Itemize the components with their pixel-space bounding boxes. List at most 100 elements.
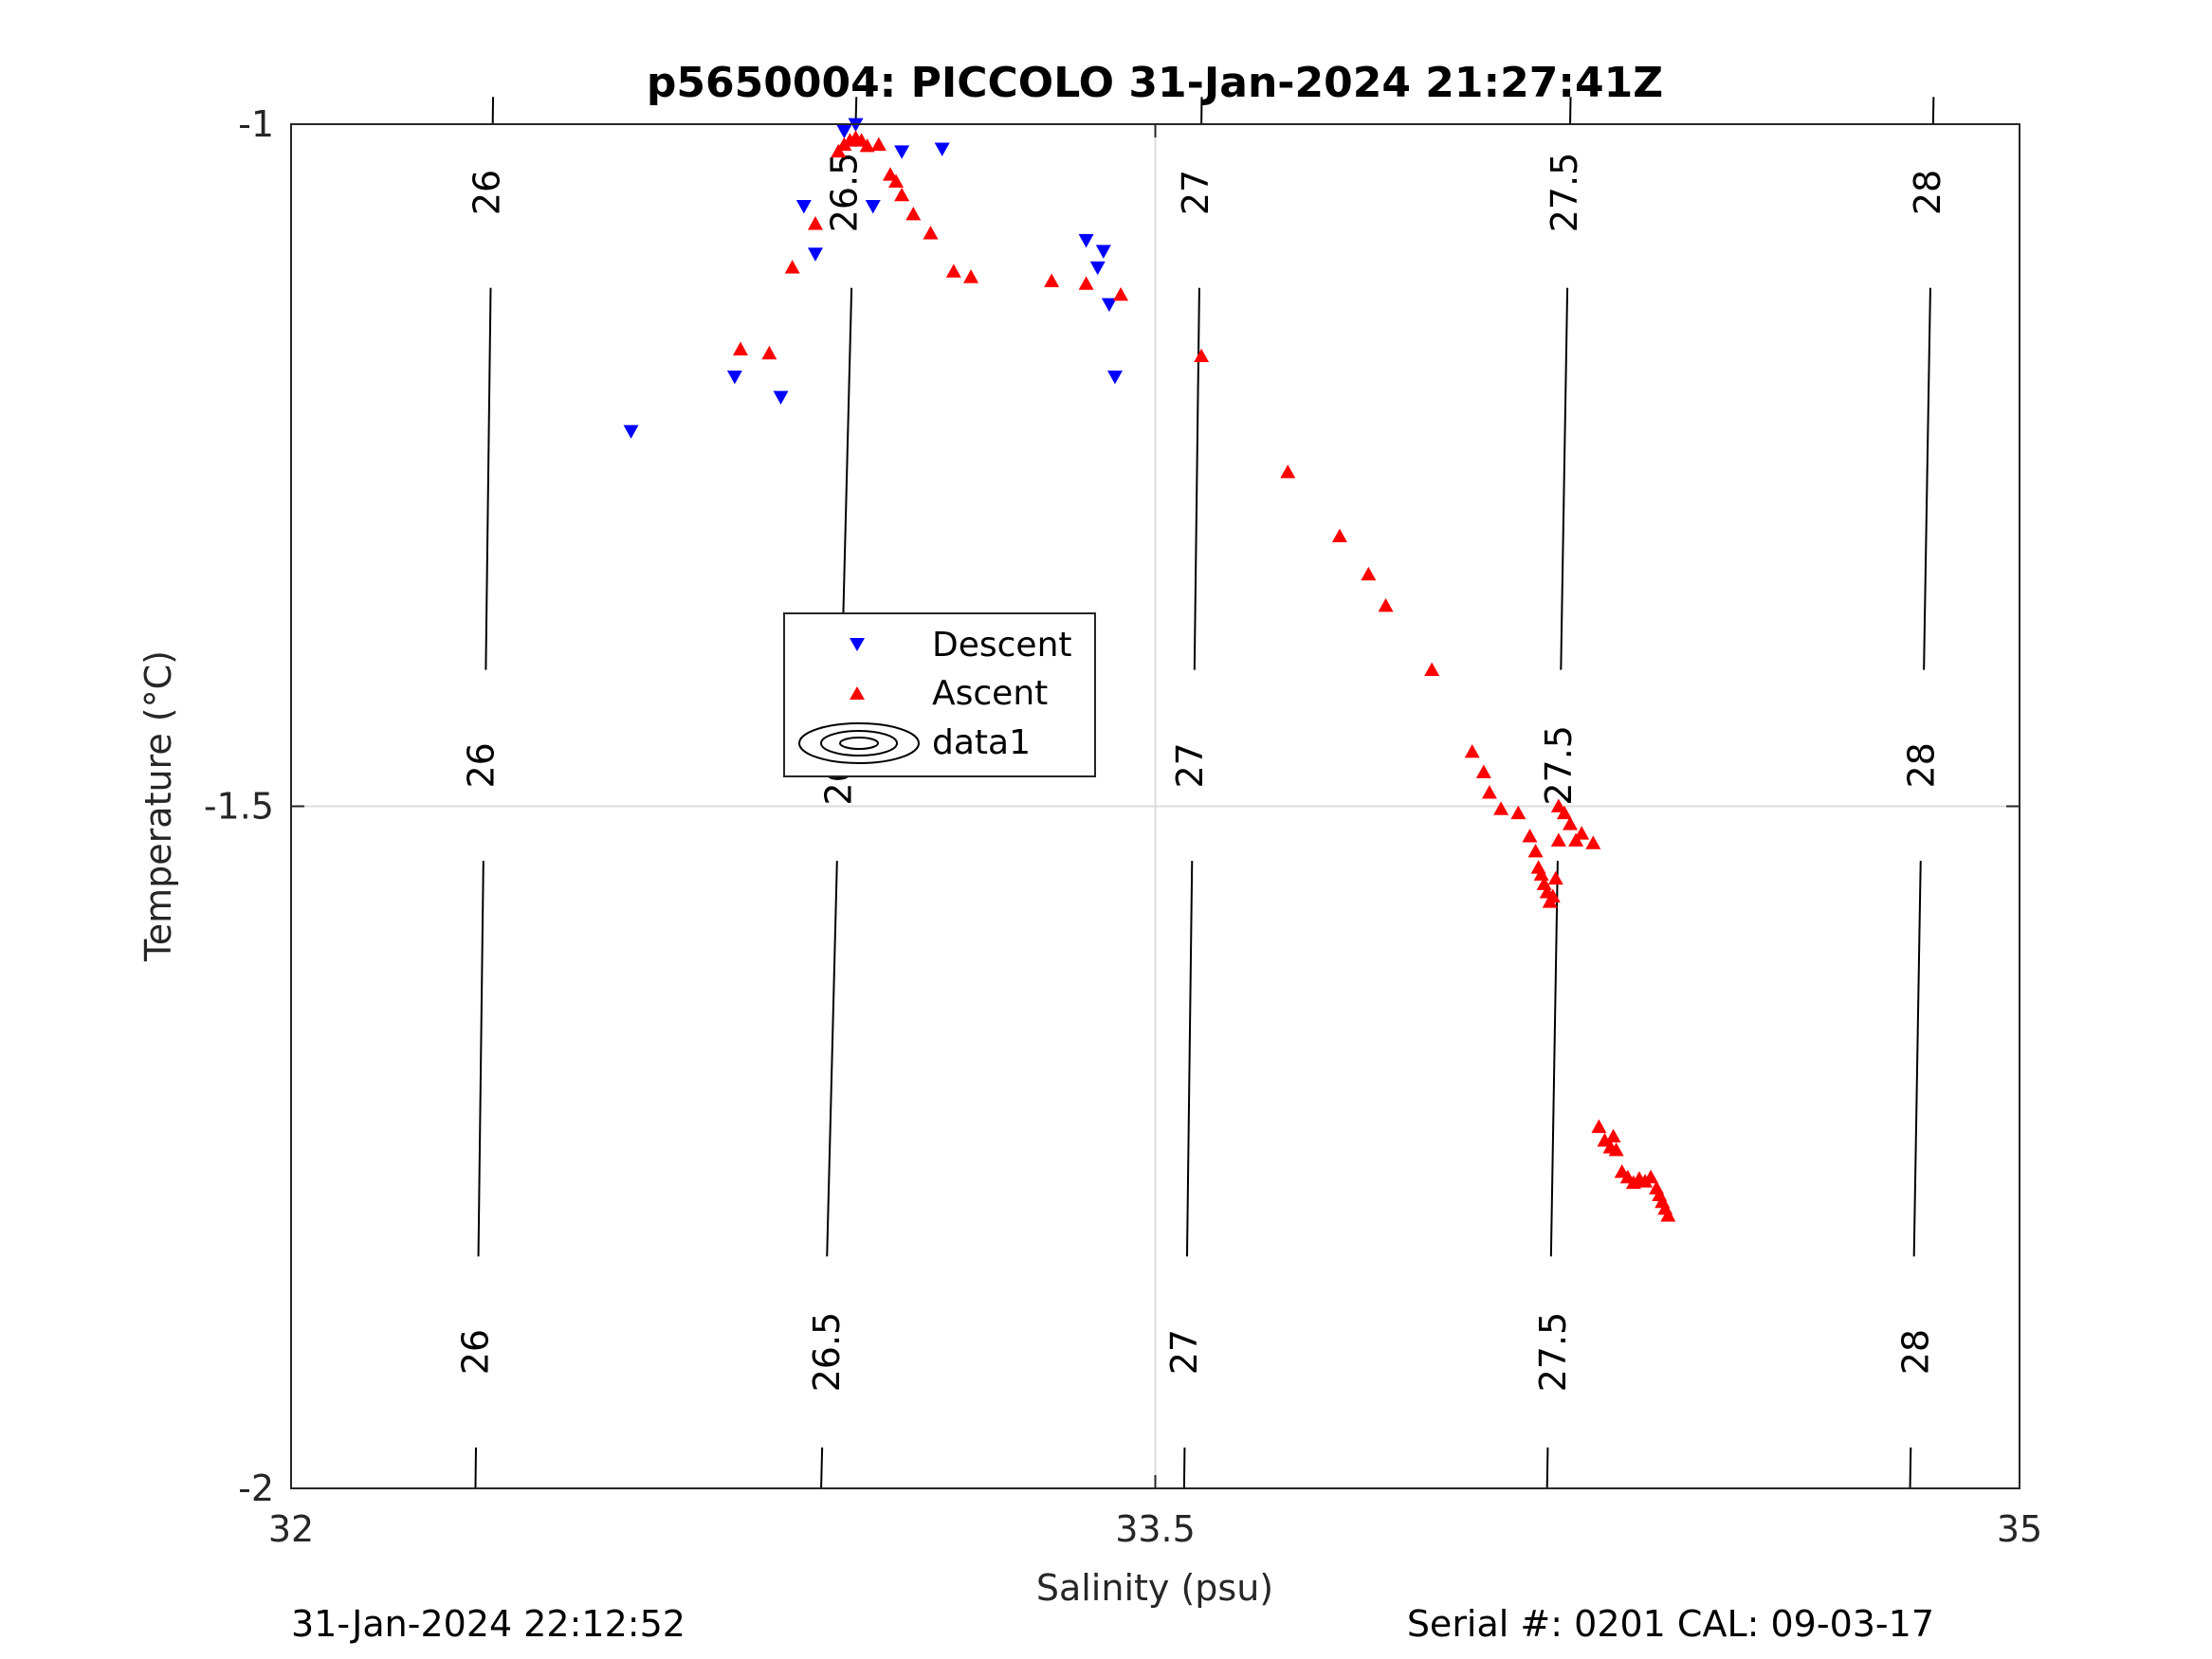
contour-line-27: [1182, 1447, 1186, 1489]
contour-line-26: [474, 1447, 478, 1489]
contour-line-26.5: [840, 287, 853, 670]
contour-line-28: [1909, 1447, 1912, 1489]
descent-point: [865, 199, 881, 214]
contour-label: 27: [1169, 742, 1211, 788]
descent-point: [1089, 261, 1106, 276]
ascent-point: [963, 269, 979, 283]
ascent-point: [923, 226, 939, 240]
ascent-point: [1481, 785, 1497, 799]
descent-point: [773, 391, 789, 405]
ascent-point: [1550, 798, 1566, 812]
descent-point: [1101, 298, 1117, 312]
ascent-point: [1605, 1128, 1621, 1143]
footer-serial-cal: Serial #: 0201 CAL: 09-03-17: [1407, 1603, 1934, 1645]
ascent-point: [945, 264, 961, 278]
contour-label: 28: [1907, 170, 1948, 215]
ascent-point: [1493, 801, 1509, 815]
ascent-point: [784, 260, 800, 274]
ascent-point: [1547, 870, 1563, 885]
x-axis-label: Salinity (psu): [1036, 1567, 1273, 1609]
descent-point: [726, 370, 742, 385]
ascent-point: [1608, 1142, 1624, 1157]
y-tick-label: -1.5: [204, 786, 274, 828]
y-axis-label: Temperature (°C): [137, 650, 179, 962]
contour-line-28: [1923, 287, 1931, 670]
descent-point: [836, 124, 852, 139]
contour-line-26.5: [826, 861, 838, 1257]
legend-descent-marker: [850, 638, 865, 651]
x-tick-label: 33.5: [1115, 1508, 1196, 1550]
contour-line-27: [1193, 287, 1200, 670]
x-tick-label: 35: [1997, 1508, 2042, 1550]
data-points: [623, 118, 1676, 1222]
legend-data1-label: data1: [932, 723, 1031, 762]
ascent-point: [1378, 597, 1394, 612]
contour-line-26: [484, 287, 492, 670]
contour-label: 26: [461, 742, 503, 788]
legend-descent-label: Descent: [932, 626, 1072, 665]
contour-line-26: [477, 861, 484, 1257]
contour-label: 26.5: [806, 1312, 848, 1393]
ascent-point: [1643, 1169, 1659, 1184]
ascent-point: [761, 345, 777, 360]
descent-point: [807, 247, 823, 262]
contour-label: 28: [1895, 1329, 1937, 1375]
ascent-point: [1424, 662, 1440, 676]
descent-point: [894, 145, 910, 159]
y-tick-label: -1: [238, 103, 274, 145]
ascent-point: [1522, 829, 1538, 843]
descent-point: [623, 425, 639, 439]
descent-point: [934, 142, 950, 156]
contour-label: 27.5: [1538, 725, 1580, 806]
legend-box: [783, 612, 1096, 777]
ascent-point: [1574, 826, 1590, 840]
legend-data1-contour-icon: [798, 722, 920, 764]
ascent-point: [888, 173, 905, 188]
chart-title: p5650004: PICCOLO 31-Jan-2024 21:27:41Z: [647, 59, 1663, 107]
descent-point: [1095, 245, 1111, 259]
contour-label: 26: [454, 1329, 496, 1375]
footer-timestamp: 31-Jan-2024 22:12:52: [291, 1603, 686, 1645]
ascent-point: [1556, 805, 1572, 820]
ascent-point: [732, 341, 748, 356]
x-tick-label: 32: [268, 1508, 314, 1550]
ascent-point: [1113, 286, 1129, 301]
ascent-point: [882, 167, 898, 181]
ascent-point: [1527, 843, 1544, 858]
y-tick-label: -2: [238, 1468, 274, 1509]
ascent-point: [1280, 464, 1296, 479]
ascent-point: [1361, 566, 1377, 581]
ascent-point: [905, 206, 922, 221]
ascent-point: [1044, 273, 1060, 287]
contour-label: 28: [1901, 742, 1943, 788]
contour-line-27.5: [1560, 287, 1569, 670]
contour-label: 26.5: [823, 153, 865, 233]
ascent-point: [870, 137, 887, 151]
descent-point: [1078, 233, 1094, 248]
ascent-point: [1563, 816, 1579, 830]
ascent-point: [1078, 276, 1094, 290]
contour-line-26.5: [820, 1447, 824, 1489]
contour-label: 27: [1163, 1329, 1205, 1375]
ascent-point: [1510, 805, 1526, 820]
ascent-point: [1464, 743, 1480, 758]
ascent-point: [1597, 1133, 1613, 1147]
contour-line-27: [1185, 861, 1194, 1257]
contour-line-27.5: [1545, 1447, 1549, 1489]
ascent-point: [1550, 832, 1566, 847]
legend: Descent Ascent data1: [783, 612, 1096, 777]
contour-line-28: [1912, 861, 1922, 1257]
contour-line-27.5: [1549, 861, 1559, 1257]
ascent-point: [1194, 348, 1210, 363]
legend-ascent-label: Ascent: [932, 674, 1048, 713]
ascent-point: [859, 138, 875, 153]
contour-label: 27: [1175, 170, 1216, 215]
contour-label: 26: [466, 170, 508, 215]
axis-ticks: 32 33.5 35 -2 -1.5 -1: [204, 103, 2042, 1550]
grid-lines: [290, 123, 2020, 1489]
ascent-point: [807, 216, 823, 230]
legend-ascent-marker: [850, 686, 865, 700]
descent-point: [795, 199, 812, 214]
ascent-point: [1591, 1119, 1607, 1134]
ascent-point: [1585, 835, 1601, 849]
